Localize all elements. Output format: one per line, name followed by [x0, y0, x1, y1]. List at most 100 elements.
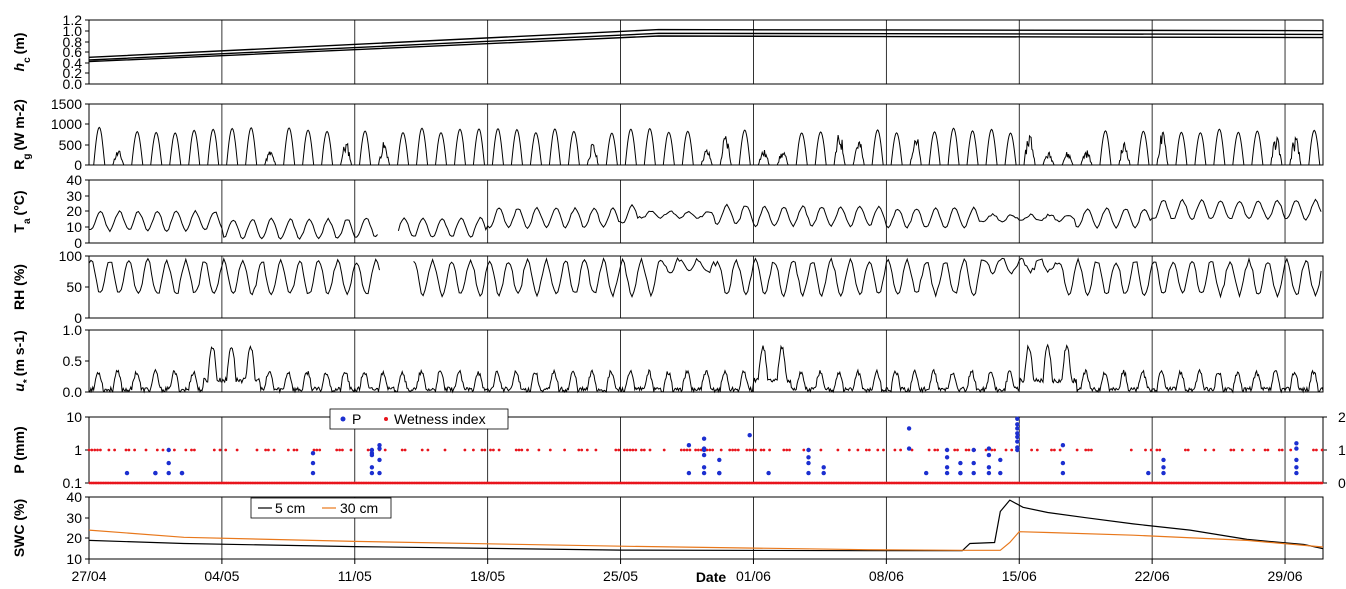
wetness-point: [173, 448, 176, 452]
y-tick-label: 0: [74, 310, 82, 326]
wetness-point: [782, 448, 786, 452]
precip-point: [310, 470, 316, 476]
precip-point: [821, 465, 826, 470]
wetness-point: [580, 448, 584, 452]
x-tick-label: 04/05: [204, 568, 239, 584]
wetness-point: [679, 448, 683, 452]
wetness-point: [762, 448, 766, 452]
precip-point: [1015, 434, 1020, 440]
wetness-point: [443, 448, 447, 452]
precip-point: [986, 465, 992, 470]
x-tick-label: 22/06: [1135, 568, 1170, 584]
precip-point: [153, 470, 158, 476]
wetness-point: [1004, 448, 1008, 452]
precip-point: [806, 447, 811, 453]
legend-box: [329, 408, 509, 430]
wetness-point: [264, 448, 267, 452]
wetness-point: [1203, 448, 1207, 452]
wetness-point: [1232, 448, 1236, 452]
wetness-point: [708, 448, 712, 452]
wetness-point: [990, 448, 994, 452]
panel-rg: 1500 1000 500 0 Rg(W m-2): [11, 96, 1324, 173]
wetness-point: [124, 448, 128, 452]
legend-label-30cm: 30 cm: [340, 500, 378, 516]
wetness-point: [1129, 448, 1133, 452]
y-axis-title: u*(m s-1): [11, 330, 33, 391]
wetness-point: [1035, 448, 1039, 452]
wetness-point: [788, 448, 791, 452]
wetness-point: [1263, 448, 1267, 452]
wetness-point: [318, 448, 322, 452]
y-tick-label: 0.0: [63, 384, 83, 400]
wetness-point: [349, 448, 353, 452]
x-tick-label: 01/06: [736, 568, 771, 584]
precip-point: [821, 470, 826, 476]
wetness-point: [272, 448, 276, 452]
wetness-point: [882, 448, 885, 452]
y-tick-label: 40: [66, 172, 82, 188]
precip-point: [701, 446, 707, 451]
wetness-point: [480, 448, 484, 452]
wetness-point: [956, 448, 959, 452]
wetness-point: [594, 448, 598, 452]
y-tick-label: 0.2: [63, 65, 83, 81]
wetness-point: [563, 448, 566, 452]
precip-point: [1060, 443, 1066, 448]
legend-box: [250, 497, 392, 519]
legend-marker-p: [340, 416, 346, 422]
wetness-point: [640, 448, 643, 452]
x-tick-label: 25/05: [603, 568, 638, 584]
wetness-point: [936, 448, 939, 452]
wetness-point: [1320, 481, 1324, 485]
wetness-point: [1240, 448, 1244, 452]
series-line-hc-3: [88, 35, 1324, 63]
wetness-point: [312, 448, 316, 452]
y-axis-title: Ta(°C): [11, 190, 33, 232]
wetness-point: [1312, 448, 1315, 452]
wetness-point: [1252, 448, 1256, 452]
x-tick-label: 27/04: [71, 568, 106, 584]
precip-point: [1015, 422, 1020, 427]
precip-point: [166, 447, 171, 453]
series-line-rg: [89, 126, 1323, 166]
series-line-rh-1: [88, 257, 380, 296]
y-tick-label: 0.4: [63, 55, 83, 71]
wetness-point: [893, 448, 897, 452]
wetness-point: [694, 448, 697, 452]
wetness-point: [400, 448, 404, 452]
series-line-rh-2: [413, 256, 1322, 299]
precip-point: [1294, 441, 1299, 446]
wetness-point: [93, 448, 97, 452]
precip-point: [1294, 446, 1299, 451]
precip-point: [310, 451, 316, 456]
wetness-point: [1186, 448, 1190, 452]
precip-point: [806, 455, 811, 460]
precip-point: [166, 470, 171, 476]
wetness-point: [1212, 448, 1216, 452]
wetness-point: [1289, 448, 1293, 452]
wetness-point: [685, 448, 689, 452]
wetness-point: [617, 448, 621, 452]
y-tick-label: 1.0: [63, 322, 83, 338]
wetness-point: [193, 448, 196, 452]
wetness-point: [335, 448, 339, 452]
wetness-point: [1315, 448, 1318, 452]
wetness-point: [514, 448, 518, 452]
y-tick-label: 50: [66, 279, 82, 295]
series-line-swc-2: [88, 529, 1324, 551]
y-tick-label: 0.0: [63, 76, 83, 92]
y-axis-title: Rg(W m-2): [11, 99, 33, 170]
wetness-point: [836, 448, 840, 452]
precip-point: [944, 455, 950, 460]
precip-point: [179, 470, 185, 476]
wetness-point: [899, 448, 902, 452]
wetness-point: [614, 448, 618, 452]
wetness-point: [728, 448, 732, 452]
wetness-point: [537, 448, 541, 452]
precip-point: [717, 457, 722, 463]
y-tick-label: 20: [66, 203, 82, 219]
precip-point: [686, 470, 692, 476]
wetness-point: [628, 448, 632, 452]
y-tick-label: 0.6: [63, 44, 83, 60]
precip-point: [701, 436, 707, 441]
